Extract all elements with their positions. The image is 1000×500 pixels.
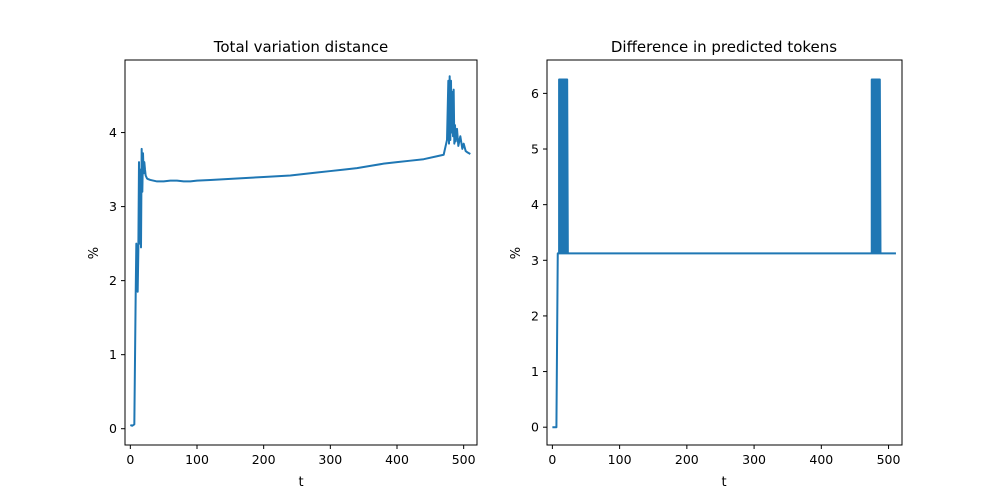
- y-axis-label: %: [87, 247, 102, 259]
- tick-group: 0 100 200 300 400 500 0 1 2 3 4: [109, 125, 476, 467]
- series-line: [129, 75, 471, 427]
- y-tick-label: 1: [531, 364, 539, 379]
- y-tick-label: 5: [531, 142, 539, 157]
- subplot-predicted-tokens: Difference in predicted tokens t % 0 100 2…: [509, 38, 903, 490]
- subplot-total-variation: Total variation distance t % 0 100 200 300 4…: [87, 38, 478, 490]
- y-tick-label: 1: [109, 347, 117, 362]
- x-tick-label: 500: [877, 452, 901, 467]
- chart-title: Difference in predicted tokens: [611, 38, 837, 56]
- x-tick-label: 0: [126, 452, 134, 467]
- x-tick-label: 200: [675, 452, 699, 467]
- chart-title: Total variation distance: [213, 38, 388, 56]
- y-tick-label: 0: [531, 420, 539, 435]
- y-tick-label: 2: [109, 273, 117, 288]
- x-axis-label: t: [298, 475, 303, 490]
- tick-group: 0 100 200 300 400 500 0 1 2 3 4 5 6: [531, 86, 900, 467]
- x-tick-label: 300: [318, 452, 342, 467]
- y-tick-label: 6: [531, 86, 539, 101]
- x-tick-label: 200: [252, 452, 276, 467]
- x-tick-label: 300: [742, 452, 766, 467]
- plot-area: [552, 78, 896, 429]
- y-tick-label: 4: [531, 197, 539, 212]
- y-tick-label: 2: [531, 308, 539, 323]
- plot-area: [129, 75, 471, 427]
- y-tick-label: 4: [109, 125, 117, 140]
- x-tick-label: 100: [608, 452, 632, 467]
- x-tick-label: 500: [452, 452, 476, 467]
- y-tick-label: 3: [531, 253, 539, 268]
- axes-frame: [546, 59, 903, 446]
- x-tick-label: 400: [809, 452, 833, 467]
- x-tick-label: 100: [185, 452, 209, 467]
- y-axis-label: %: [509, 247, 524, 259]
- x-tick-label: 0: [548, 452, 556, 467]
- x-axis-label: t: [721, 475, 726, 490]
- axes-frame: [124, 59, 478, 446]
- series-line: [552, 78, 896, 429]
- y-tick-label: 0: [109, 421, 117, 436]
- x-tick-label: 400: [385, 452, 409, 467]
- y-tick-label: 3: [109, 199, 117, 214]
